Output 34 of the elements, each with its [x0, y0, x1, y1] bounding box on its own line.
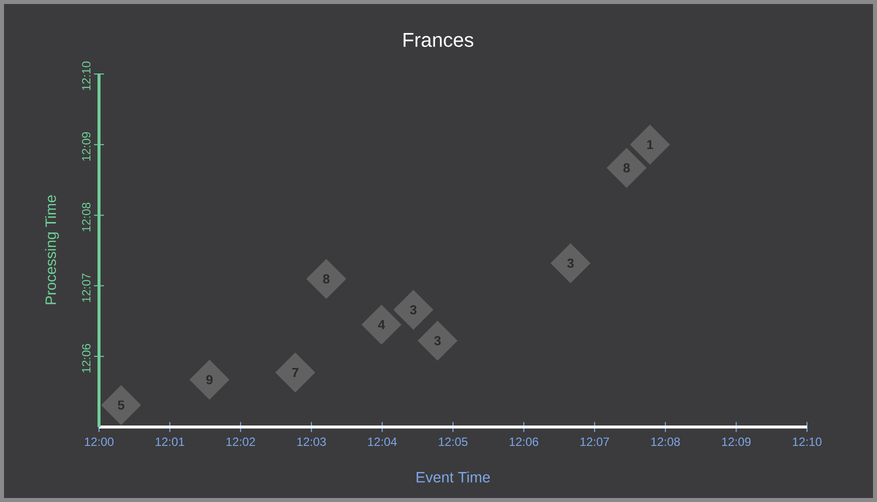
x-tick-label: 12:05: [438, 438, 468, 446]
y-axis-title: Processing Time: [45, 195, 59, 304]
x-tick-label: 12:00: [84, 438, 114, 446]
point: [393, 290, 434, 330]
x-tick-label: 12:01: [156, 438, 184, 446]
point: [630, 124, 670, 165]
x-tick-label: 12:10: [792, 438, 822, 446]
point: [275, 352, 316, 392]
point: [361, 304, 402, 345]
point: [101, 385, 142, 426]
x-tick-label: 12:08: [651, 438, 680, 446]
annotation: 3: [567, 258, 574, 268]
y-tick-label: 12:09: [82, 132, 90, 161]
x-tick-label: 12:03: [297, 438, 326, 446]
point: [606, 148, 647, 188]
point: [418, 320, 458, 361]
y-tick-label: 12:07: [82, 273, 90, 302]
x-tick-label: 12:02: [226, 438, 255, 446]
y-tick-label: 12:06: [82, 344, 90, 372]
x-tick-label: 12:07: [580, 438, 609, 446]
x-tick-label: 12:06: [510, 438, 538, 446]
y-tick-label: 12:10: [82, 61, 90, 90]
chart-title: Frances: [404, 33, 474, 47]
annotation: 9: [206, 375, 213, 384]
x-axis-title: Event Time: [416, 472, 490, 482]
point: [550, 243, 591, 284]
annotation: 5: [118, 400, 124, 410]
x-tick-label: 12:04: [368, 438, 397, 446]
annotation: 8: [323, 274, 330, 284]
annotation: 3: [410, 305, 416, 314]
x-tick-label: 12:09: [722, 438, 751, 446]
point: [189, 360, 230, 400]
point: [306, 258, 346, 299]
y-tick-label: 12:08: [82, 202, 90, 232]
